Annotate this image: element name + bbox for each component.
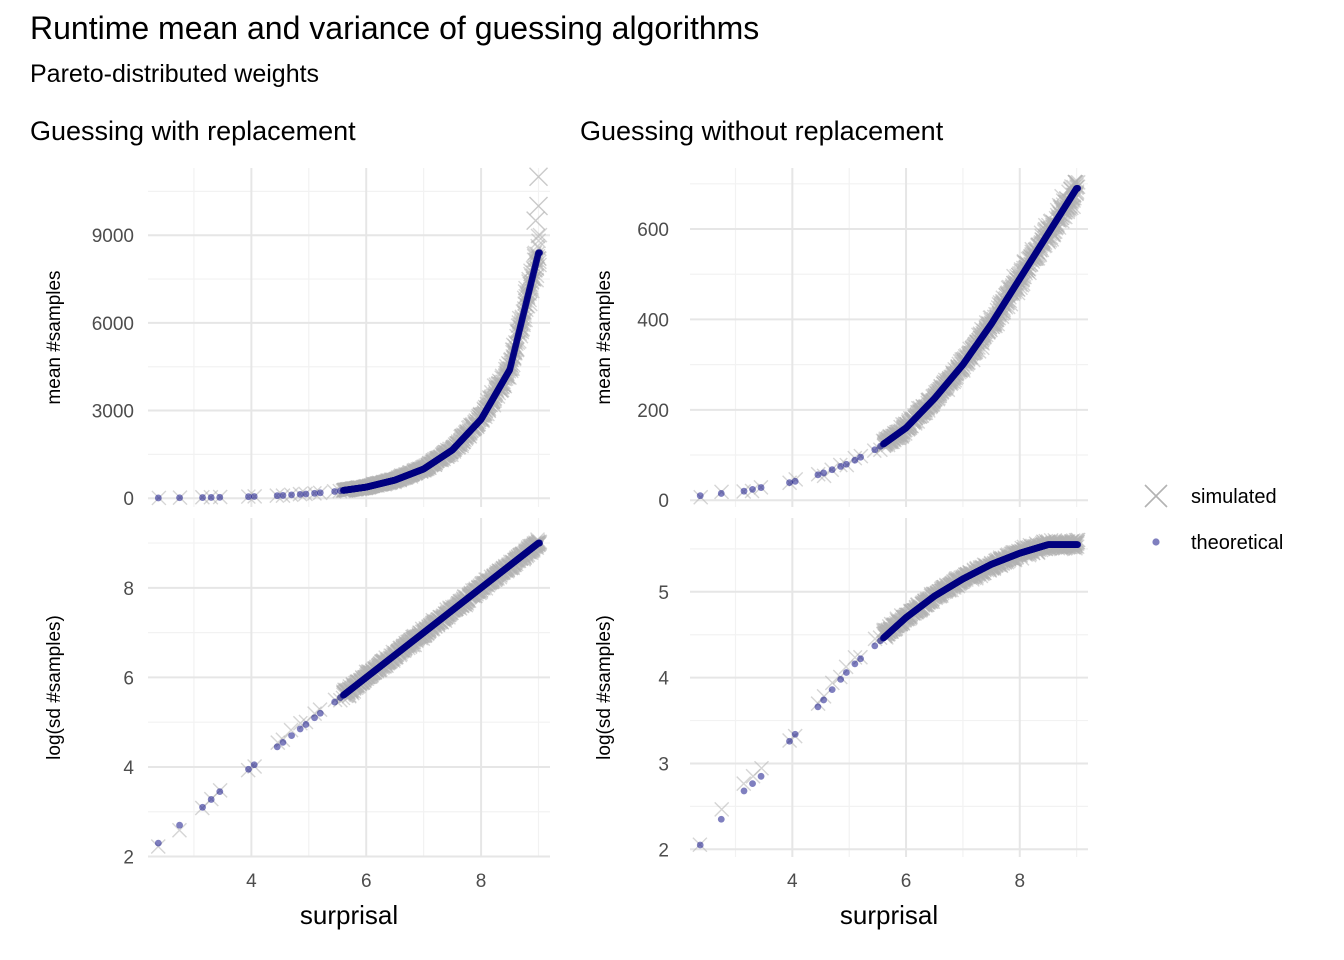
panels: 0 3000 6000 9000 mean #samples 0 200 400 600 mean… [44, 167, 1088, 930]
theoretical-point [250, 761, 258, 769]
theoretical-point [279, 738, 287, 746]
theoretical-point [245, 493, 252, 501]
theoretical-point [331, 698, 339, 706]
theoretical-point [311, 489, 318, 497]
simulated-point [530, 228, 546, 244]
theoretical-point [696, 492, 704, 500]
panel-bottom-left: 2 4 6 8 log(sd #samples) 4 6 8 surprisal [44, 518, 550, 930]
theoretical-point [749, 485, 756, 493]
theoretical-point [216, 493, 224, 501]
theoretical-point [288, 732, 295, 740]
y-axis-title: mean #samples [594, 270, 615, 404]
theoretical-point [296, 490, 304, 498]
theoretical-point [273, 743, 281, 751]
x-axis-title: surprisal [300, 900, 398, 930]
column-title-with-replacement: Guessing with replacement [30, 116, 356, 146]
theoretical-point [250, 493, 258, 500]
column-title-without-replacement: Guessing without replacement [580, 116, 944, 146]
theoretical-point [216, 788, 224, 796]
theoretical-point [857, 453, 864, 461]
y-tick-label: 6000 [92, 314, 134, 335]
chart-subtitle: Pareto-distributed weights [30, 60, 320, 88]
theoretical-point [302, 721, 310, 728]
x-tick-label: 8 [476, 871, 487, 892]
y-tick-label: 4 [123, 758, 134, 779]
theoretical-point [296, 725, 304, 733]
theoretical-point [1074, 184, 1082, 192]
theoretical-point [273, 492, 281, 500]
theoretical-point [828, 466, 836, 474]
theoretical-point [199, 494, 206, 501]
theoretical-point [316, 709, 324, 717]
theoretical-point [311, 714, 318, 722]
theoretical-point [199, 803, 206, 811]
y-tick-label: 8 [123, 579, 134, 600]
theoretical-point [871, 446, 879, 454]
theoretical-point [176, 821, 183, 829]
panel-top-left: 0 3000 6000 9000 mean #samples [44, 167, 550, 510]
series-theoretical [154, 539, 544, 847]
simulated-point [531, 233, 547, 249]
y-tick-label: 0 [658, 491, 669, 512]
theoretical-point [154, 839, 162, 847]
theoretical-point [842, 460, 850, 468]
theoretical-point [302, 490, 310, 498]
theoretical-point [536, 249, 544, 257]
theoretical-point [786, 479, 793, 487]
theoretical-point [717, 490, 725, 497]
theoretical-point [331, 488, 339, 495]
chart-title: Runtime mean and variance of guessing al… [30, 10, 760, 46]
theoretical-point [176, 494, 183, 502]
theoretical-point [279, 492, 287, 499]
theoretical-point [820, 469, 828, 477]
series-theoretical [696, 184, 1082, 500]
theoretical-point [791, 477, 799, 485]
y-tick-label: 200 [637, 401, 669, 422]
theoretical-point [288, 491, 295, 499]
simulated-point [526, 211, 546, 231]
y-tick-label: 600 [637, 220, 669, 241]
x-tick-label: 6 [361, 871, 372, 892]
y-tick-label: 9000 [92, 226, 134, 247]
y-tick-label: 400 [637, 310, 669, 331]
series-theoretical [154, 249, 544, 502]
theoretical-point [207, 796, 215, 803]
x-tick-label: 4 [246, 871, 257, 892]
theoretical-point [740, 487, 748, 495]
y-axis-title: log(sd #samples) [44, 615, 65, 760]
y-tick-label: 3000 [92, 402, 134, 423]
y-tick-label: 2 [123, 848, 134, 869]
y-tick-label: 6 [123, 668, 134, 689]
theoretical-point [316, 489, 324, 497]
simulated-point [532, 227, 548, 243]
theoretical-point [757, 484, 765, 491]
y-axis-title: mean #samples [44, 270, 65, 404]
simulated-point [529, 167, 549, 187]
y-tick-label: 0 [123, 489, 134, 510]
panel-top-right: 0 200 400 600 mean #samples [594, 168, 1088, 512]
theoretical-point [154, 494, 162, 502]
theoretical-point [207, 494, 215, 501]
theoretical-point [245, 765, 252, 773]
